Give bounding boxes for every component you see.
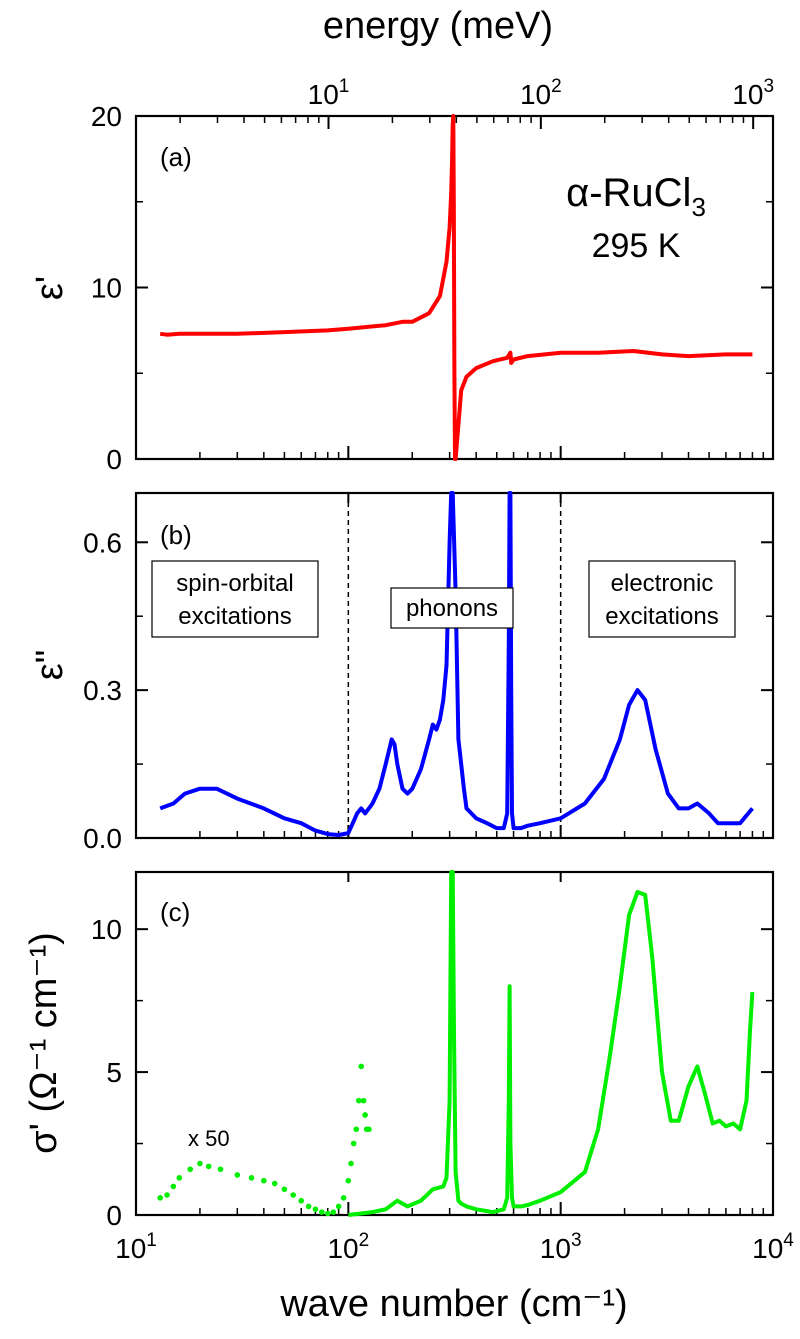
data-point bbox=[335, 1203, 342, 1210]
top-x-tick-label: 101 bbox=[308, 76, 350, 110]
data-point bbox=[187, 1166, 194, 1173]
data-point bbox=[358, 1063, 365, 1070]
region-electronic-line1: electronic bbox=[611, 570, 714, 597]
panel-b-label: (b) bbox=[160, 520, 192, 550]
y-axis-title-b: ε" bbox=[29, 650, 71, 680]
region-box-phonons: phonons bbox=[390, 587, 514, 629]
data-point bbox=[312, 1206, 319, 1213]
top-x-axis-title: energy (meV) bbox=[323, 5, 553, 47]
data-point bbox=[290, 1192, 297, 1198]
data-point bbox=[366, 1126, 372, 1133]
region-box-electronic: electronic excitations bbox=[588, 560, 736, 638]
series-line-1-0 bbox=[159, 491, 754, 837]
x-tick-label: 101 bbox=[115, 1230, 157, 1264]
data-point bbox=[248, 1175, 255, 1181]
ticks-layer: 101 102 103 101 102 103 104 0 10 20 0.0 0.3 0.6 0 5 10 bbox=[83, 76, 794, 1264]
series-line-2-1 bbox=[348, 870, 755, 1217]
data-point bbox=[197, 1160, 203, 1167]
top-x-tick-label: 103 bbox=[732, 76, 774, 110]
top-x-tick-label: 102 bbox=[520, 76, 562, 110]
data-layer bbox=[157, 114, 755, 1217]
data-point bbox=[205, 1163, 212, 1170]
data-point bbox=[360, 1097, 367, 1104]
data-point bbox=[157, 1195, 163, 1201]
data-point bbox=[298, 1197, 305, 1204]
material-label: α-RuCl3 bbox=[566, 171, 706, 222]
temperature-label: 295 K bbox=[592, 227, 681, 265]
y-tick-label: 0.3 bbox=[83, 675, 122, 706]
data-point bbox=[164, 1192, 170, 1198]
data-point bbox=[261, 1177, 267, 1184]
data-point bbox=[281, 1186, 288, 1193]
x50-annotation: x 50 bbox=[188, 1126, 230, 1151]
x-tick-label: 102 bbox=[327, 1230, 369, 1264]
x-tick-label: 104 bbox=[752, 1230, 794, 1264]
region-spin-orbital-line1: spin-orbital bbox=[176, 570, 293, 597]
region-box-spin-orbital: spin-orbital excitations bbox=[151, 560, 319, 638]
data-point bbox=[170, 1183, 177, 1190]
panel-a-label: (a) bbox=[160, 142, 192, 172]
y-tick-label: 0 bbox=[106, 1200, 122, 1231]
data-point bbox=[324, 1210, 331, 1217]
data-point bbox=[362, 1112, 368, 1118]
y-tick-label: 10 bbox=[91, 273, 122, 304]
x-axis-title: wave number (cm⁻¹) bbox=[279, 1283, 627, 1325]
data-point bbox=[355, 1097, 362, 1104]
data-point bbox=[319, 1209, 325, 1215]
y-tick-label: 0.0 bbox=[83, 823, 122, 854]
y-axis-title-c: σ' (Ω⁻¹ cm⁻¹) bbox=[23, 932, 65, 1154]
data-point bbox=[305, 1203, 312, 1210]
data-point bbox=[348, 1160, 354, 1167]
region-electronic-line2: excitations bbox=[605, 603, 718, 630]
y-tick-label: 5 bbox=[106, 1057, 122, 1088]
panel-c-label: (c) bbox=[160, 897, 190, 927]
data-point bbox=[350, 1140, 357, 1147]
data-point bbox=[176, 1175, 183, 1181]
y-axis-title-a: ε' bbox=[29, 276, 71, 300]
data-point bbox=[330, 1209, 337, 1215]
data-point bbox=[340, 1195, 347, 1201]
y-tick-label: 20 bbox=[91, 101, 122, 132]
series-line-0-0 bbox=[159, 114, 753, 461]
region-spin-orbital-line2: excitations bbox=[178, 603, 291, 630]
region-phonons-label: phonons bbox=[406, 595, 498, 622]
y-tick-label: 0.6 bbox=[83, 527, 122, 558]
y-tick-label: 0 bbox=[106, 444, 122, 475]
data-point bbox=[353, 1126, 360, 1133]
data-point bbox=[234, 1172, 241, 1178]
data-point bbox=[345, 1177, 352, 1184]
y-tick-label: 10 bbox=[91, 914, 122, 945]
data-point bbox=[271, 1180, 278, 1187]
data-point bbox=[217, 1166, 224, 1173]
x-tick-label: 103 bbox=[540, 1230, 582, 1264]
